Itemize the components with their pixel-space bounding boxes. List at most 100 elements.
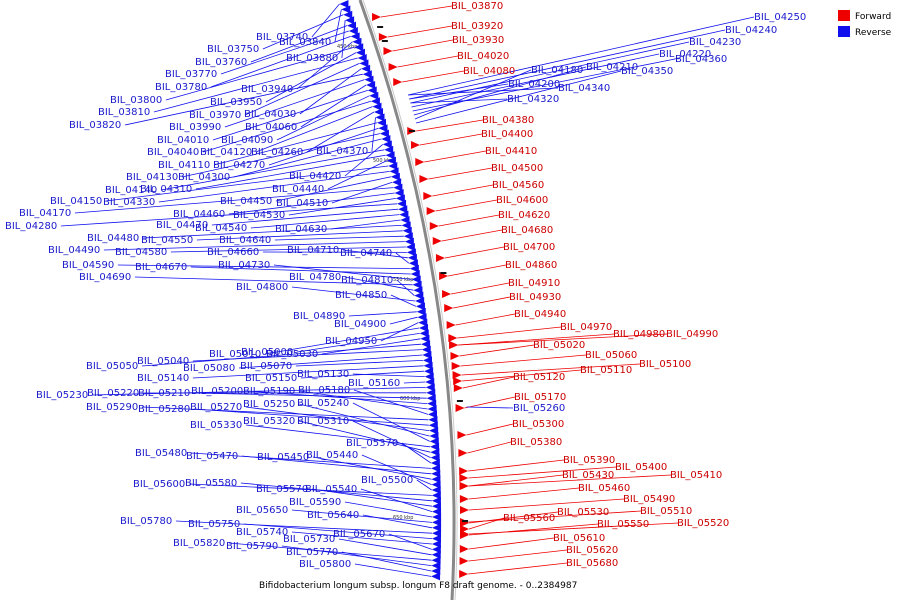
forward-gene-arrow <box>410 141 420 149</box>
reverse-gene-arrow <box>431 496 441 505</box>
leader-line-reverse <box>408 16 755 96</box>
leader-line-reverse <box>352 420 431 458</box>
leader-line-forward <box>460 354 587 367</box>
gene-label-reverse: BIL_04420 <box>289 171 341 182</box>
leader-line-forward <box>461 363 641 376</box>
reverse-gene-arrow <box>430 459 440 467</box>
gene-label-forward: BIL_05680 <box>566 558 618 569</box>
gene-label-reverse: BIL_05010 <box>209 349 261 360</box>
gene-label-reverse: BIL_05310 <box>297 416 349 427</box>
leader-line-reverse <box>327 160 388 190</box>
reverse-gene-arrow <box>432 518 442 527</box>
gene-label-reverse: BIL_05250 <box>243 399 295 410</box>
forward-gene-arrow <box>453 377 463 385</box>
gene-label-reverse: BIL_04150 <box>50 196 102 207</box>
leader-line-reverse <box>344 276 414 291</box>
forward-gene-arrow <box>457 431 467 439</box>
gene-label-reverse: BIL_03760 <box>195 57 247 68</box>
gene-label-reverse: BIL_05330 <box>190 420 242 431</box>
reverse-gene-arrow <box>427 399 437 408</box>
gene-label-reverse: BIL_05650 <box>236 505 288 516</box>
reverse-gene-arrow <box>422 351 432 359</box>
leader-line-reverse <box>196 230 403 241</box>
leader-line-reverse <box>212 90 368 141</box>
leader-line-reverse <box>250 25 348 63</box>
gene-label-reverse: BIL_04810 <box>341 275 393 286</box>
gene-label-reverse: BIL_04890 <box>293 311 345 322</box>
leader-line-forward <box>468 517 505 530</box>
leader-line-reverse <box>190 452 432 469</box>
gene-label-reverse: BIL_04950 <box>325 336 377 347</box>
reverse-gene-arrow <box>409 264 419 273</box>
leader-line-reverse <box>344 501 433 518</box>
gene-label-reverse: BIL_04230 <box>689 37 741 48</box>
leader-line-reverse <box>265 52 357 103</box>
gene-label-reverse: BIL_04210 <box>586 62 638 73</box>
gene-label-reverse: BIL_04180 <box>531 65 583 76</box>
leader-line-reverse <box>348 311 417 317</box>
leader-line-forward <box>435 199 498 212</box>
gene-label-reverse: BIL_04110 <box>158 160 210 171</box>
reverse-gene-arrow <box>420 334 430 343</box>
reverse-gene-arrow <box>426 394 436 403</box>
gene-label-reverse: BIL_04470 <box>156 220 208 231</box>
reverse-gene-arrow <box>399 210 409 219</box>
reverse-gene-arrow <box>388 162 398 170</box>
gene-label-reverse: BIL_05000 <box>241 347 293 358</box>
forward-gene-arrow <box>426 207 436 215</box>
reverse-gene-arrow <box>431 545 441 554</box>
reverse-gene-arrow <box>431 567 441 575</box>
reverse-gene-arrow <box>400 216 410 224</box>
leader-line-reverse <box>300 84 367 128</box>
reverse-gene-arrow <box>424 367 434 376</box>
reverse-gene-arrow <box>339 0 349 8</box>
gene-label-reverse: BIL_05730 <box>283 534 335 545</box>
reverse-gene-arrow <box>369 91 379 100</box>
leader-line-forward <box>468 498 625 511</box>
forward-gene-arrow <box>459 482 469 490</box>
gene-label-reverse: BIL_03990 <box>169 122 221 133</box>
gene-label-reverse: BIL_04200 <box>508 79 560 90</box>
forward-gene-arrow <box>435 254 445 262</box>
leader-line-reverse <box>311 3 340 38</box>
reverse-gene-arrow <box>348 27 358 35</box>
gene-label-reverse: BIL_03820 <box>69 120 121 131</box>
leader-line-reverse <box>74 187 394 214</box>
leader-line-reverse <box>411 53 660 108</box>
reverse-gene-arrow <box>395 194 405 203</box>
leader-line-reverse <box>228 542 432 561</box>
reverse-gene-arrow <box>429 437 439 446</box>
reverse-gene-arrow <box>398 205 408 214</box>
gene-label-forward: BIL_05530 <box>557 507 609 518</box>
gene-label-forward: BIL_05510 <box>640 506 692 517</box>
reverse-gene-arrow <box>428 415 438 424</box>
feature-tick <box>462 520 469 522</box>
leader-line-reverse <box>390 294 417 307</box>
leader-line-reverse <box>124 73 363 126</box>
leader-line-reverse <box>192 349 422 362</box>
leader-line-reverse <box>202 100 372 153</box>
reverse-gene-arrow <box>384 145 394 154</box>
gene-label-reverse: BIL_04800 <box>236 282 288 293</box>
leader-line-forward <box>458 333 615 346</box>
forward-gene-arrow <box>460 525 470 533</box>
reverse-gene-arrow <box>432 513 442 521</box>
gene-label-reverse: BIL_04130 <box>126 172 178 183</box>
reverse-gene-arrow <box>417 313 427 322</box>
gene-label-reverse: BIL_04060 <box>245 122 297 133</box>
gene-label-forward: BIL_04500 <box>491 163 543 174</box>
leader-line-reverse <box>246 390 428 404</box>
leader-line-reverse <box>395 252 410 264</box>
leader-line-forward <box>438 214 500 227</box>
reverse-gene-arrow <box>432 507 442 516</box>
gene-label-reverse: BIL_04030 <box>244 109 296 120</box>
leader-line-reverse <box>228 192 395 215</box>
leader-line-reverse <box>311 488 433 507</box>
legend-swatch-reverse <box>838 26 850 37</box>
reverse-gene-arrow <box>381 135 391 143</box>
gene-label-reverse: BIL_04530 <box>233 210 285 221</box>
gene-label-reverse: BIL_04900 <box>334 319 386 330</box>
leader-line-reverse <box>158 171 390 203</box>
reverse-gene-arrow <box>418 318 428 327</box>
reverse-gene-arrow <box>367 86 377 95</box>
